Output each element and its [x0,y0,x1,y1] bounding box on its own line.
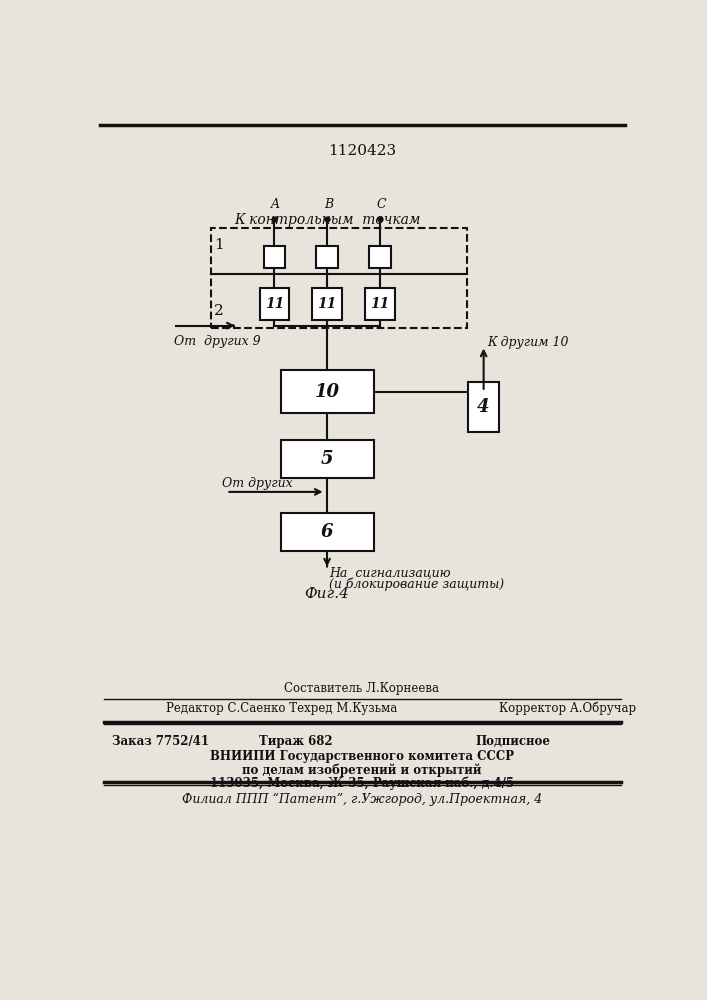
Bar [369,246,391,268]
Text: (и блокирование защиты): (и блокирование защиты) [329,577,505,591]
Bar [365,288,395,320]
Text: 6: 6 [321,523,333,541]
Bar [211,228,467,328]
Bar [281,513,373,551]
Text: Корректор А.Обручар: Корректор А.Обручар [499,702,636,715]
Text: A: A [271,198,281,211]
Bar [468,382,499,432]
Text: 5: 5 [321,450,333,468]
Bar [281,370,373,413]
Text: Заказ 7752/41: Заказ 7752/41 [112,735,209,748]
Text: Редактор С.Саенко Техред М.Кузьма: Редактор С.Саенко Техред М.Кузьма [166,702,397,715]
Bar [264,246,285,268]
Text: B: B [324,198,333,211]
Text: 113035, Москва, Ж-35, Раушская наб., д.4/5: 113035, Москва, Ж-35, Раушская наб., д.4… [210,776,514,790]
Text: К другим 10: К другим 10 [488,336,569,349]
Text: Подписное: Подписное [476,735,551,748]
Text: Составитель Л.Корнеева: Составитель Л.Корнеева [284,682,440,695]
Text: 11: 11 [317,297,337,311]
Text: 11: 11 [264,297,284,311]
Text: ВНИИПИ Государственного комитета СССР: ВНИИПИ Государственного комитета СССР [210,750,514,763]
Text: 10: 10 [315,383,339,401]
Text: Филиал ППП “Патент”, г.Ужгород, ул.Проектная, 4: Филиал ППП “Патент”, г.Ужгород, ул.Проек… [182,793,542,806]
Text: C: C [377,198,386,211]
Bar [316,246,338,268]
Bar [312,288,341,320]
Text: 2: 2 [214,304,223,318]
Text: 4: 4 [477,398,490,416]
Bar [259,288,289,320]
Text: 11: 11 [370,297,390,311]
Text: 1120423: 1120423 [328,144,396,158]
Text: 1: 1 [214,238,223,252]
Text: К контрольным  точкам: К контрольным точкам [234,213,420,227]
Text: по делам изобретений и открытий: по делам изобретений и открытий [243,763,481,777]
Bar [281,440,373,478]
Text: На  сигнализацию: На сигнализацию [329,567,451,580]
Text: Тираж 682: Тираж 682 [259,735,332,748]
Text: От других: От других [223,477,293,490]
Text: Фиг.4: Фиг.4 [305,587,349,601]
Text: От  других 9: От других 9 [174,335,260,348]
